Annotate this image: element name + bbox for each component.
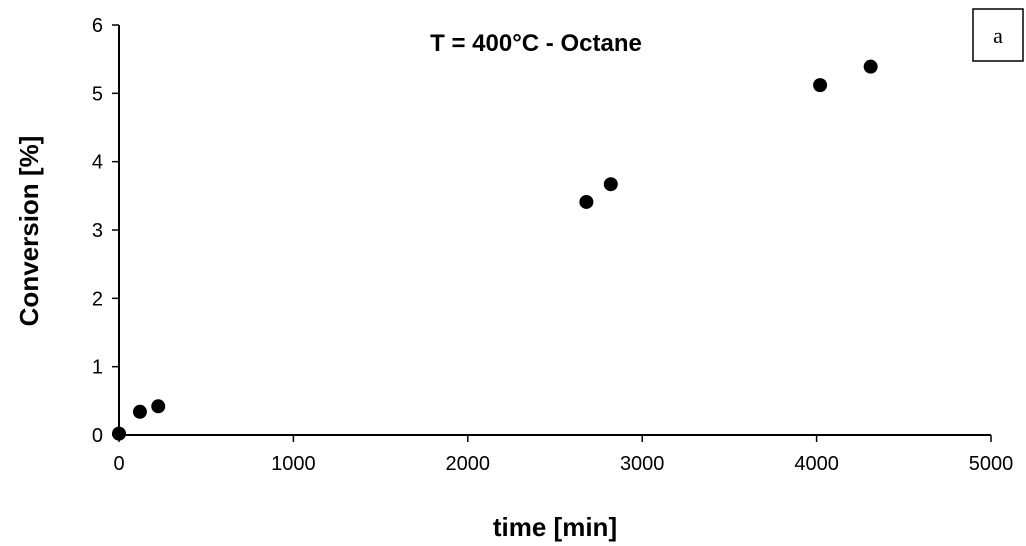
chart-title: T = 400°C - Octane	[430, 30, 642, 57]
x-tick-label: 4000	[794, 453, 839, 475]
panel-label-box: a	[972, 8, 1024, 62]
x-tick-label: 5000	[969, 453, 1014, 475]
x-tick-label: 3000	[620, 453, 665, 475]
y-tick-label: 6	[92, 15, 103, 37]
data-point	[603, 177, 618, 192]
data-point	[112, 426, 126, 441]
panel-label-border	[972, 8, 1024, 62]
y-tick-label: 0	[92, 425, 103, 447]
y-axis-title: Conversion [%]	[14, 136, 44, 327]
data-point	[132, 404, 147, 419]
data-points	[112, 59, 878, 441]
y-tick-label: 3	[92, 220, 103, 242]
y-tick-label: 4	[92, 152, 103, 174]
y-tick-label: 1	[92, 357, 103, 379]
axes	[118, 25, 991, 436]
y-ticks: 0 1 2 3 4 5 6	[92, 15, 119, 447]
x-ticks: 0 1000 2000 3000 4000 5000	[113, 435, 1013, 475]
y-tick-label: 2	[92, 288, 103, 310]
x-tick-label: 0	[113, 453, 124, 475]
panel-label: a	[993, 23, 1003, 48]
x-tick-label: 2000	[446, 453, 491, 475]
data-point	[863, 59, 878, 74]
data-point	[813, 78, 828, 93]
data-point	[579, 194, 594, 209]
x-tick-label: 1000	[271, 453, 316, 475]
x-axis-title: time [min]	[493, 512, 617, 542]
data-point	[151, 399, 166, 414]
y-tick-label: 5	[92, 83, 103, 105]
